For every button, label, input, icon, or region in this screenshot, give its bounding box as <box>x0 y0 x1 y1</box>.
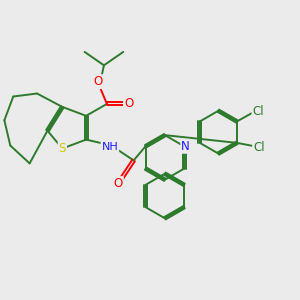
Text: O: O <box>93 75 103 88</box>
Text: N: N <box>181 140 190 153</box>
Text: Cl: Cl <box>253 105 264 118</box>
Text: O: O <box>124 98 133 110</box>
Text: NH: NH <box>101 142 118 152</box>
Text: O: O <box>114 177 123 190</box>
Text: Cl: Cl <box>253 141 265 154</box>
Text: S: S <box>58 142 66 155</box>
